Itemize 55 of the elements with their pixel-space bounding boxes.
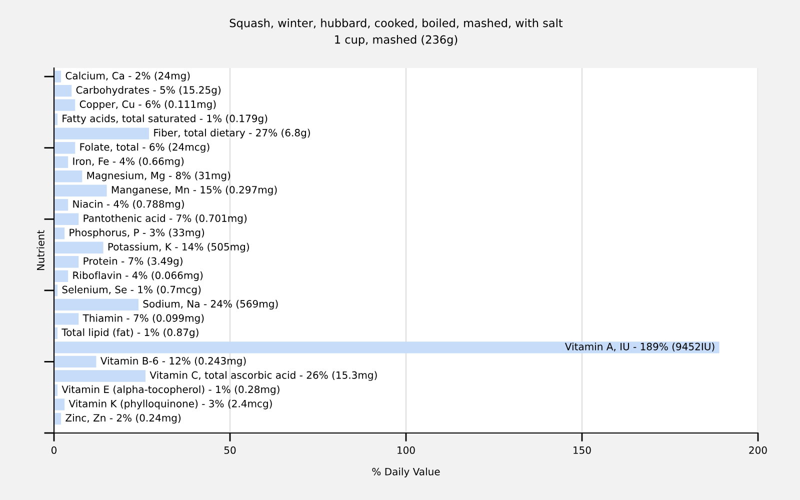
bar	[54, 99, 76, 111]
bar	[54, 228, 65, 240]
bar	[54, 398, 65, 410]
y-tick-label: Fiber, total dietary - 27% (6.8g)	[154, 128, 310, 138]
bar	[54, 199, 68, 211]
y-tick-label: Fatty acids, total saturated - 1% (0.179g)	[62, 114, 268, 124]
bar	[54, 412, 62, 425]
bar	[54, 170, 82, 182]
x-axis-title: % Daily Value	[372, 468, 440, 478]
y-tick-label: Manganese, Mn - 15% (0.297mg)	[112, 186, 277, 196]
y-tick-label: Zinc, Zn - 2% (0.24mg)	[66, 414, 181, 424]
y-tick-label: Vitamin B-6 - 12% (0.243mg)	[100, 356, 246, 367]
y-tick-label: Phosphorus, P - 3% (33mg)	[70, 228, 204, 238]
y-tick-label: Total lipid (fat) - 1% (0.87g)	[62, 328, 198, 338]
bar	[54, 256, 79, 268]
y-tick-label: Folate, total - 6% (24mcg)	[80, 143, 210, 153]
bar	[54, 156, 68, 168]
bar	[54, 270, 68, 282]
y-tick-label: Magnesium, Mg - 8% (31mg)	[87, 172, 230, 182]
bar	[54, 213, 79, 225]
bar	[54, 342, 720, 354]
bar	[54, 356, 96, 368]
x-tick-label: 150	[574, 446, 591, 454]
y-tick-label: Vitamin K (phylloquinone) - 3% (2.4mcg)	[68, 400, 272, 410]
y-tick-label: Selenium, Se - 1% (0.7mcg)	[62, 286, 201, 296]
bar	[54, 142, 76, 154]
y-tick-label: Riboflavin - 4% (0.066mg)	[73, 271, 203, 282]
x-tick-label: 100	[398, 446, 415, 454]
chart-title: Squash, winter, hubbard, cooked, boiled, mashed, with salt	[230, 18, 563, 30]
y-tick-label: Copper, Cu - 6% (0.111mg)	[80, 100, 216, 110]
y-tick-label: Potassium, K - 14% (505mg)	[108, 242, 249, 252]
y-tick-label: Vitamin A, IU - 189% (9452IU)	[564, 342, 714, 352]
y-tick-label: Carbohydrates - 5% (15.25g)	[76, 86, 221, 96]
y-tick-label: Thiamin - 7% (0.099mg)	[82, 314, 204, 324]
y-tick-label: Pantothenic acid - 7% (0.701mg)	[84, 214, 247, 224]
x-tick-label: 200	[749, 446, 767, 454]
y-tick-label: Niacin - 4% (0.788mg)	[73, 200, 184, 210]
y-tick-label: Vitamin C, total ascorbic acid - 26% (15.3mg)	[150, 371, 377, 381]
bar	[54, 370, 146, 382]
x-tick-label: 0	[51, 446, 57, 454]
y-axis-title: Nutrient	[36, 230, 44, 270]
y-tick-label: Protein - 7% (3.49g)	[84, 257, 182, 267]
x-tick-label: 50	[224, 446, 236, 454]
bar	[54, 313, 79, 325]
bar	[54, 84, 72, 97]
bar	[54, 298, 138, 311]
bar	[54, 128, 150, 140]
y-tick-label: Sodium, Na - 24% (569mg)	[143, 300, 278, 310]
chart-subtitle: 1 cup, mashed (236g)	[335, 35, 458, 46]
bar	[54, 70, 62, 82]
y-tick-label: Calcium, Ca - 2% (24mg)	[66, 72, 190, 82]
bar	[54, 242, 104, 254]
y-tick-label: Iron, Fe - 4% (0.66mg)	[73, 157, 184, 167]
bar	[54, 184, 107, 196]
y-tick-label: Vitamin E (alpha-tocopherol) - 1% (0.28mg)	[62, 385, 280, 396]
